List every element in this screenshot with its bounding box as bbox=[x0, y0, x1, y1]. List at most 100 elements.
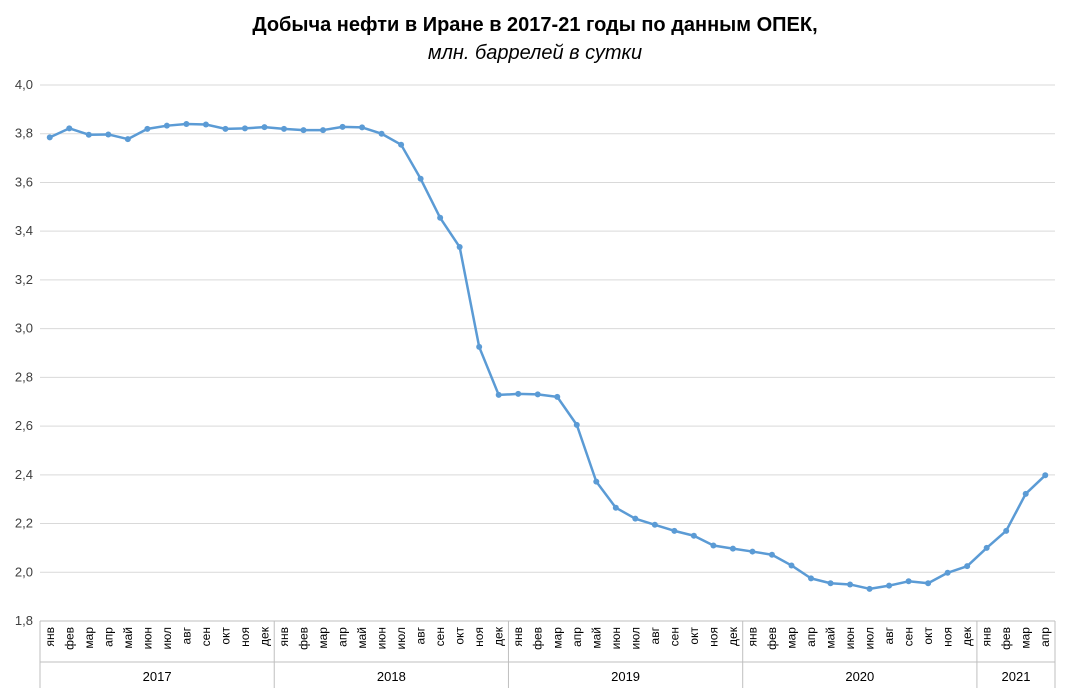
grid-layer bbox=[40, 84, 1055, 573]
data-point bbox=[417, 175, 424, 182]
x-tick-label: июн bbox=[843, 627, 857, 649]
data-point bbox=[905, 578, 912, 585]
data-point bbox=[827, 580, 834, 587]
data-point bbox=[495, 391, 502, 398]
y-tick-label: 3,4 bbox=[15, 223, 33, 238]
series-layer bbox=[46, 120, 1049, 592]
y-tick-label: 1,8 bbox=[15, 613, 33, 628]
x-tick-label: авг bbox=[882, 626, 896, 644]
x-tick-label: мар bbox=[1019, 627, 1033, 649]
x-tick-label: сен bbox=[199, 627, 213, 646]
x-tick-label: июн bbox=[375, 627, 389, 649]
y-tick-label: 2,8 bbox=[15, 369, 33, 384]
data-point bbox=[66, 125, 73, 132]
x-tick-label: сен bbox=[667, 627, 681, 646]
x-tick-label: мар bbox=[82, 627, 96, 649]
data-point bbox=[983, 544, 990, 551]
x-tick-label: окт bbox=[218, 627, 232, 645]
data-point bbox=[241, 125, 248, 132]
x-tick-label: авг bbox=[648, 626, 662, 644]
data-point bbox=[261, 124, 268, 131]
x-tick-label: май bbox=[355, 627, 369, 649]
data-point bbox=[554, 393, 561, 400]
year-label: 2019 bbox=[611, 669, 640, 684]
y-tick-label: 4,0 bbox=[15, 77, 33, 92]
data-point bbox=[612, 504, 619, 511]
data-point bbox=[359, 124, 366, 131]
x-tick-label: июл bbox=[160, 627, 174, 649]
x-tick-label: сен bbox=[902, 627, 916, 646]
x-tick-label: июн bbox=[609, 627, 623, 649]
data-point bbox=[866, 585, 873, 592]
y-tick-label: 2,2 bbox=[15, 516, 33, 531]
x-tick-label: фев bbox=[999, 627, 1013, 650]
data-point bbox=[222, 125, 229, 132]
x-tick-label: апр bbox=[1038, 627, 1052, 647]
year-label: 2018 bbox=[377, 669, 406, 684]
x-tick-label: фев bbox=[531, 627, 545, 650]
data-point bbox=[105, 131, 112, 138]
data-point bbox=[749, 548, 756, 555]
x-tick-label: ноя bbox=[472, 627, 486, 647]
data-point bbox=[378, 130, 385, 137]
x-tick-label: окт bbox=[687, 627, 701, 645]
data-point bbox=[651, 521, 658, 528]
data-point bbox=[690, 532, 697, 539]
x-tick-label: апр bbox=[336, 627, 350, 647]
y-tick-label: 2,6 bbox=[15, 418, 33, 433]
series-line bbox=[49, 122, 1047, 591]
data-point bbox=[124, 136, 131, 143]
x-tick-label: янв bbox=[43, 627, 57, 647]
data-point bbox=[144, 125, 151, 132]
data-point bbox=[456, 244, 463, 251]
data-point bbox=[515, 390, 522, 397]
data-point bbox=[925, 580, 932, 587]
x-tick-label: июл bbox=[863, 627, 877, 649]
x-tick-label: дек bbox=[257, 626, 271, 646]
x-tick-label: ноя bbox=[706, 627, 720, 647]
x-tick-label: май bbox=[589, 627, 603, 649]
x-tick-label: дек bbox=[492, 626, 506, 646]
chart-subtitle: млн. баррелей в сутки bbox=[427, 42, 643, 64]
y-tick-label: 2,0 bbox=[15, 564, 33, 579]
x-tick-label: мар bbox=[316, 627, 330, 649]
year-label: 2020 bbox=[845, 669, 874, 684]
year-label: 2021 bbox=[1002, 669, 1031, 684]
x-tick-label: фев bbox=[297, 627, 311, 650]
x-tick-label: мар bbox=[784, 627, 798, 649]
y-tick-label: 2,4 bbox=[15, 467, 33, 482]
data-point bbox=[964, 563, 971, 570]
data-point bbox=[85, 131, 92, 138]
x-tick-label: янв bbox=[745, 627, 759, 647]
data-point bbox=[280, 125, 287, 132]
x-tick-label: апр bbox=[101, 627, 115, 647]
data-point bbox=[593, 478, 600, 485]
data-point bbox=[671, 527, 678, 534]
data-point bbox=[788, 562, 795, 569]
data-point bbox=[573, 421, 580, 428]
x-tick-label: май bbox=[824, 627, 838, 649]
data-point bbox=[476, 343, 483, 350]
x-tick-label: янв bbox=[980, 627, 994, 647]
x-tick-label: авг bbox=[179, 626, 193, 644]
data-point bbox=[710, 542, 717, 549]
data-point bbox=[320, 127, 327, 134]
data-point bbox=[729, 545, 736, 552]
x-tick-label: дек bbox=[726, 626, 740, 646]
data-point bbox=[339, 123, 346, 130]
data-point bbox=[183, 120, 190, 127]
data-point bbox=[632, 515, 639, 522]
x-tick-label: авг bbox=[414, 626, 428, 644]
y-tick-label: 3,2 bbox=[15, 272, 33, 287]
x-axis: янв фев мар апр май июн июл авг сен окт ноя дек янв ф… bbox=[39, 620, 1056, 688]
y-tick-label: 3,6 bbox=[15, 174, 33, 189]
x-tick-label: янв bbox=[511, 627, 525, 647]
data-point bbox=[534, 391, 541, 398]
data-point bbox=[847, 581, 854, 588]
x-tick-label: июн bbox=[140, 627, 154, 649]
y-tick-label: 3,0 bbox=[15, 321, 33, 336]
x-tick-label: апр bbox=[804, 627, 818, 647]
x-tick-label: сен bbox=[433, 627, 447, 646]
data-point bbox=[944, 569, 951, 576]
